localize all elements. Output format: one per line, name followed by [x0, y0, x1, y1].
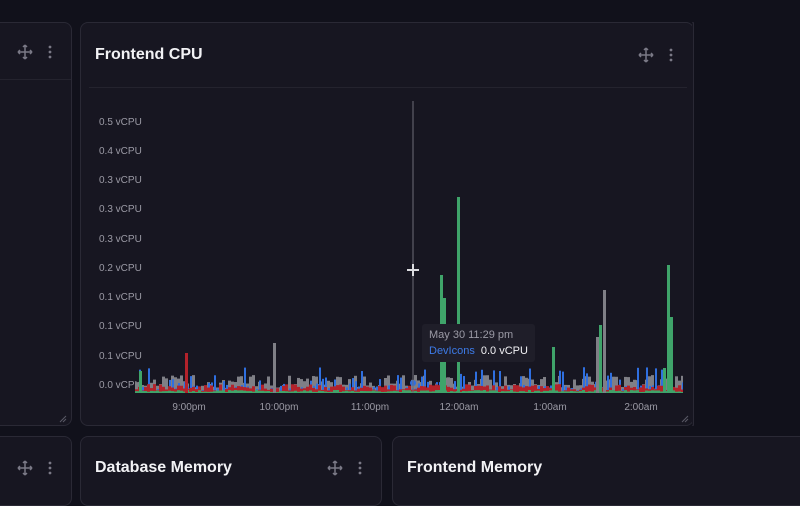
y-tick-label: 0.3 vCPU [99, 175, 142, 186]
x-tick-label: 9:00pm [172, 402, 206, 413]
resize-handle-icon[interactable] [59, 415, 67, 423]
move-icon[interactable] [638, 47, 654, 63]
header-divider [89, 87, 687, 88]
more-vertical-icon[interactable] [48, 45, 52, 59]
x-tick-label: 12:00am [439, 402, 479, 413]
x-tick-label: 11:00pm [350, 402, 390, 413]
right-panel-partial [692, 22, 694, 426]
y-tick-label: 0.5 vCPU [99, 117, 142, 128]
panel-title: Frontend Memory [407, 459, 543, 476]
y-tick-label: 0.1 vCPU [99, 321, 142, 332]
y-tick-label: 0.3 vCPU [99, 234, 142, 245]
move-icon[interactable] [17, 460, 33, 476]
resize-handle-icon[interactable] [681, 415, 689, 423]
panel-title: Frontend CPU [95, 46, 203, 63]
frontend-memory-panel: Frontend Memory [392, 436, 800, 506]
y-tick-label: 0.1 vCPU [99, 351, 142, 362]
database-memory-panel: Database Memory [80, 436, 382, 506]
y-tick-label: 0.4 vCPU [99, 146, 142, 157]
panel-title: Database Memory [95, 459, 232, 476]
chart-plot-area[interactable] [135, 93, 683, 395]
x-tick-label: 2:00am [624, 402, 658, 413]
move-icon[interactable] [327, 460, 343, 476]
x-tick-label: 1:00am [533, 402, 567, 413]
y-tick-label: 0.1 vCPU [99, 292, 142, 303]
frontend-cpu-panel: Frontend CPU 0.5 vCPU 0.4 vCPU 0.3 vCPU … [80, 22, 694, 426]
more-vertical-icon[interactable] [358, 461, 362, 475]
tooltip-time: May 30 11:29 pm [429, 329, 514, 341]
x-tick-label: 10:00pm [259, 402, 299, 413]
crosshair-cursor-icon [407, 264, 419, 276]
chart-tooltip: May 30 11:29 pm DevIcons 0.0 vCPU [422, 324, 535, 362]
header-divider [0, 79, 71, 80]
tooltip-value: 0.0 vCPU [480, 345, 528, 357]
move-icon[interactable] [17, 44, 33, 60]
more-vertical-icon[interactable] [48, 461, 52, 475]
more-vertical-icon[interactable] [669, 48, 673, 62]
y-tick-label: 0.0 vCPU [99, 380, 142, 391]
y-tick-label: 0.2 vCPU [99, 263, 142, 274]
bottom-left-panel-partial [0, 436, 72, 506]
tooltip-series-name: DevIcons [429, 345, 475, 357]
left-panel-partial [0, 22, 72, 426]
y-tick-label: 0.3 vCPU [99, 204, 142, 215]
